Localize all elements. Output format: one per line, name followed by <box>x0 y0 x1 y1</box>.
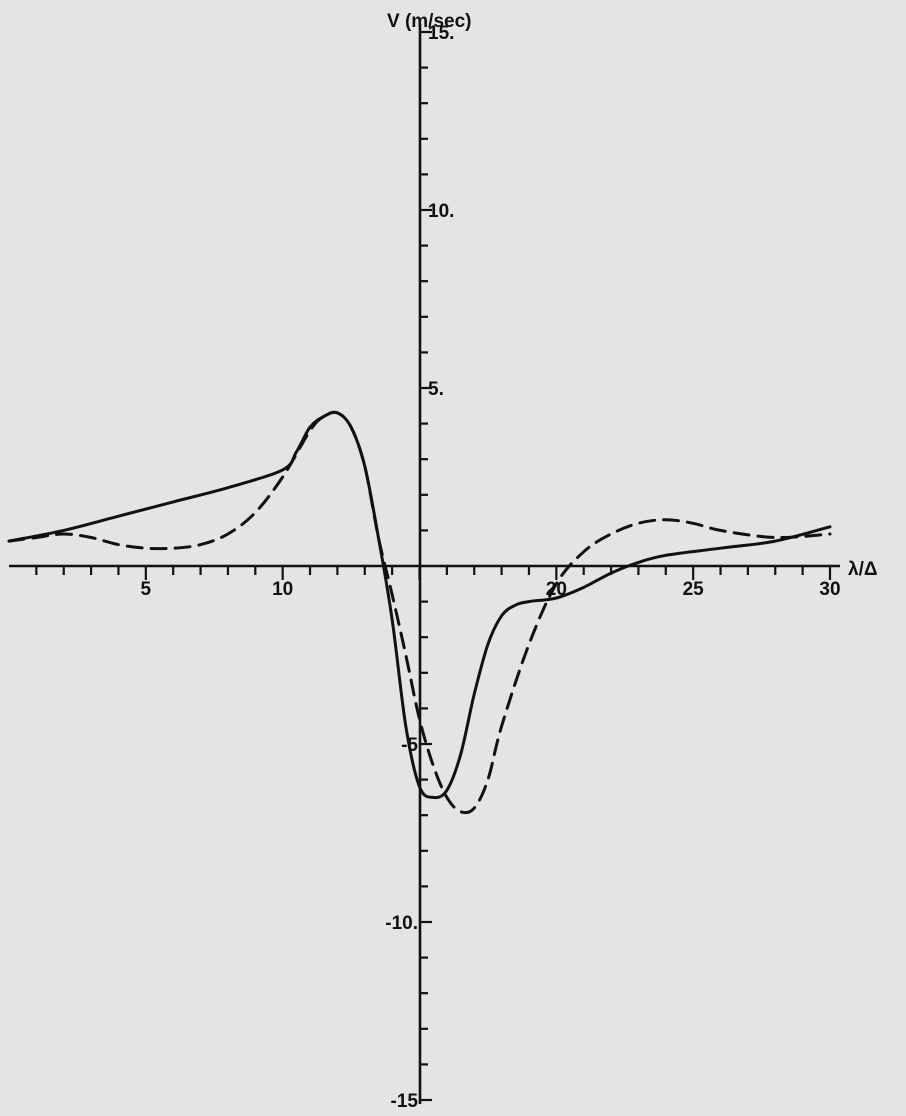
series-group <box>7 410 832 815</box>
x-tick-label: 30 <box>819 579 840 600</box>
y-axis-label: V (m/sec) <box>387 11 471 32</box>
x-tick-label: 5 <box>141 579 152 600</box>
dashed-series-line <box>7 410 832 815</box>
y-tick-label: 15. <box>428 23 454 44</box>
y-tick-label: 5. <box>428 379 444 400</box>
y-tick-label: 10. <box>428 201 454 222</box>
x-axis-label: λ/Δ <box>848 559 878 580</box>
x-tick-label: 10 <box>272 579 293 600</box>
y-tick-label: -15 <box>391 1091 419 1112</box>
axes <box>9 24 840 1104</box>
x-tick-label: 25 <box>683 579 705 600</box>
y-tick-label: -10. <box>385 913 418 934</box>
